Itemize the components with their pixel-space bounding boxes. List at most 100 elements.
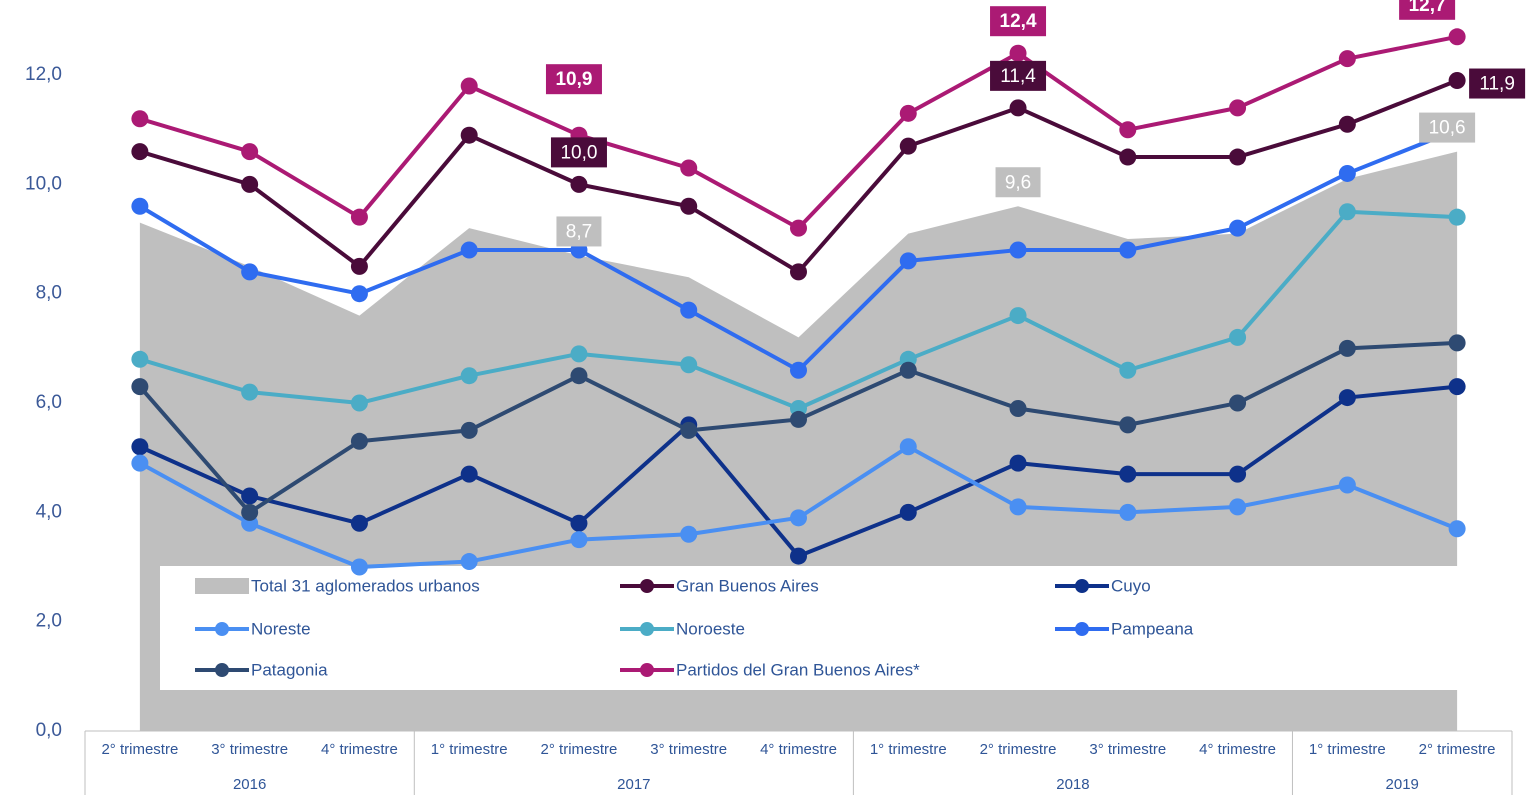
marker [1448,520,1466,538]
data-label-box [995,167,1041,198]
legend-label: Total 31 aglomerados urbanos [251,576,480,595]
marker [680,421,698,439]
marker [1009,44,1027,62]
marker [570,345,588,363]
marker [570,367,588,385]
marker [241,487,259,505]
marker [1009,307,1027,325]
legend-label: Noroeste [676,619,745,638]
marker [460,126,478,144]
data-label-box [1399,0,1456,20]
marker [1009,399,1027,417]
marker [899,137,917,155]
marker [460,421,478,439]
x-tick-label: 2° trimestre [1419,741,1496,758]
marker [790,361,807,379]
data-label: 10,6 [1429,118,1466,139]
legend-swatch [195,578,249,594]
marker [680,525,698,543]
marker [1448,334,1466,352]
marker [790,263,807,281]
year-label: 2019 [1386,776,1419,793]
marker [899,503,917,521]
marker [1119,148,1137,166]
marker [1009,99,1027,117]
marker [1338,389,1356,407]
y-tick-label: 4,0 [36,501,62,522]
marker [680,301,698,319]
marker [350,257,368,275]
x-tick-label: 1° trimestre [870,741,947,758]
legend-swatch [215,663,229,677]
marker [1338,476,1356,494]
y-tick-label: 6,0 [36,392,62,413]
marker [1119,121,1137,139]
x-tick-label: 3° trimestre [1089,741,1166,758]
marker [1009,498,1027,516]
legend-swatch [640,622,654,636]
marker [1229,328,1247,346]
data-label: 12,4 [1000,11,1037,32]
marker [241,263,259,281]
marker [1229,99,1247,117]
marker [350,285,368,303]
marker [1119,416,1137,434]
legend [160,566,1512,690]
x-tick-label: 2° trimestre [980,741,1057,758]
year-label: 2018 [1056,776,1089,793]
marker [1119,361,1137,379]
marker [241,143,259,161]
marker [350,514,368,532]
marker [131,454,149,472]
marker [460,241,478,259]
marker [1448,72,1466,90]
x-tick-label: 4° trimestre [760,741,837,758]
data-label-box [1419,112,1476,143]
marker [899,438,917,456]
y-tick-label: 0,0 [36,720,62,741]
marker [350,432,368,450]
marker [1229,498,1247,516]
marker [131,378,149,396]
marker [350,208,368,226]
marker [680,159,698,177]
marker [131,197,149,215]
marker [1448,28,1466,46]
x-tick-label: 4° trimestre [321,741,398,758]
marker [790,509,807,527]
data-label-box [545,64,602,95]
data-label: 10,0 [560,142,597,163]
legend-swatch [1075,579,1089,593]
data-label: 9,6 [1005,172,1031,193]
marker [1338,164,1356,182]
marker [1229,465,1247,483]
marker [680,356,698,374]
marker [1119,503,1137,521]
x-tick-label: 2° trimestre [101,741,178,758]
marker [460,465,478,483]
y-tick-label: 12,0 [25,64,62,85]
marker [899,252,917,270]
legend-swatch [215,622,229,636]
data-label: 11,4 [1000,66,1036,87]
marker [790,410,807,428]
x-tick-label: 1° trimestre [1309,741,1386,758]
marker [460,77,478,95]
marker [790,219,807,237]
line [139,34,1458,231]
data-label-box [550,137,607,168]
x-tick-label: 4° trimestre [1199,741,1276,758]
marker [1338,339,1356,357]
marker [570,531,588,549]
data-label: 12,7 [1409,0,1446,16]
marker [131,143,149,161]
y-tick-label: 8,0 [36,283,62,304]
marker [570,514,588,532]
marker [570,175,588,193]
marker [131,110,149,128]
marker [1229,219,1247,237]
marker [899,361,917,379]
marker [131,438,149,456]
x-tick-label: 3° trimestre [650,741,727,758]
